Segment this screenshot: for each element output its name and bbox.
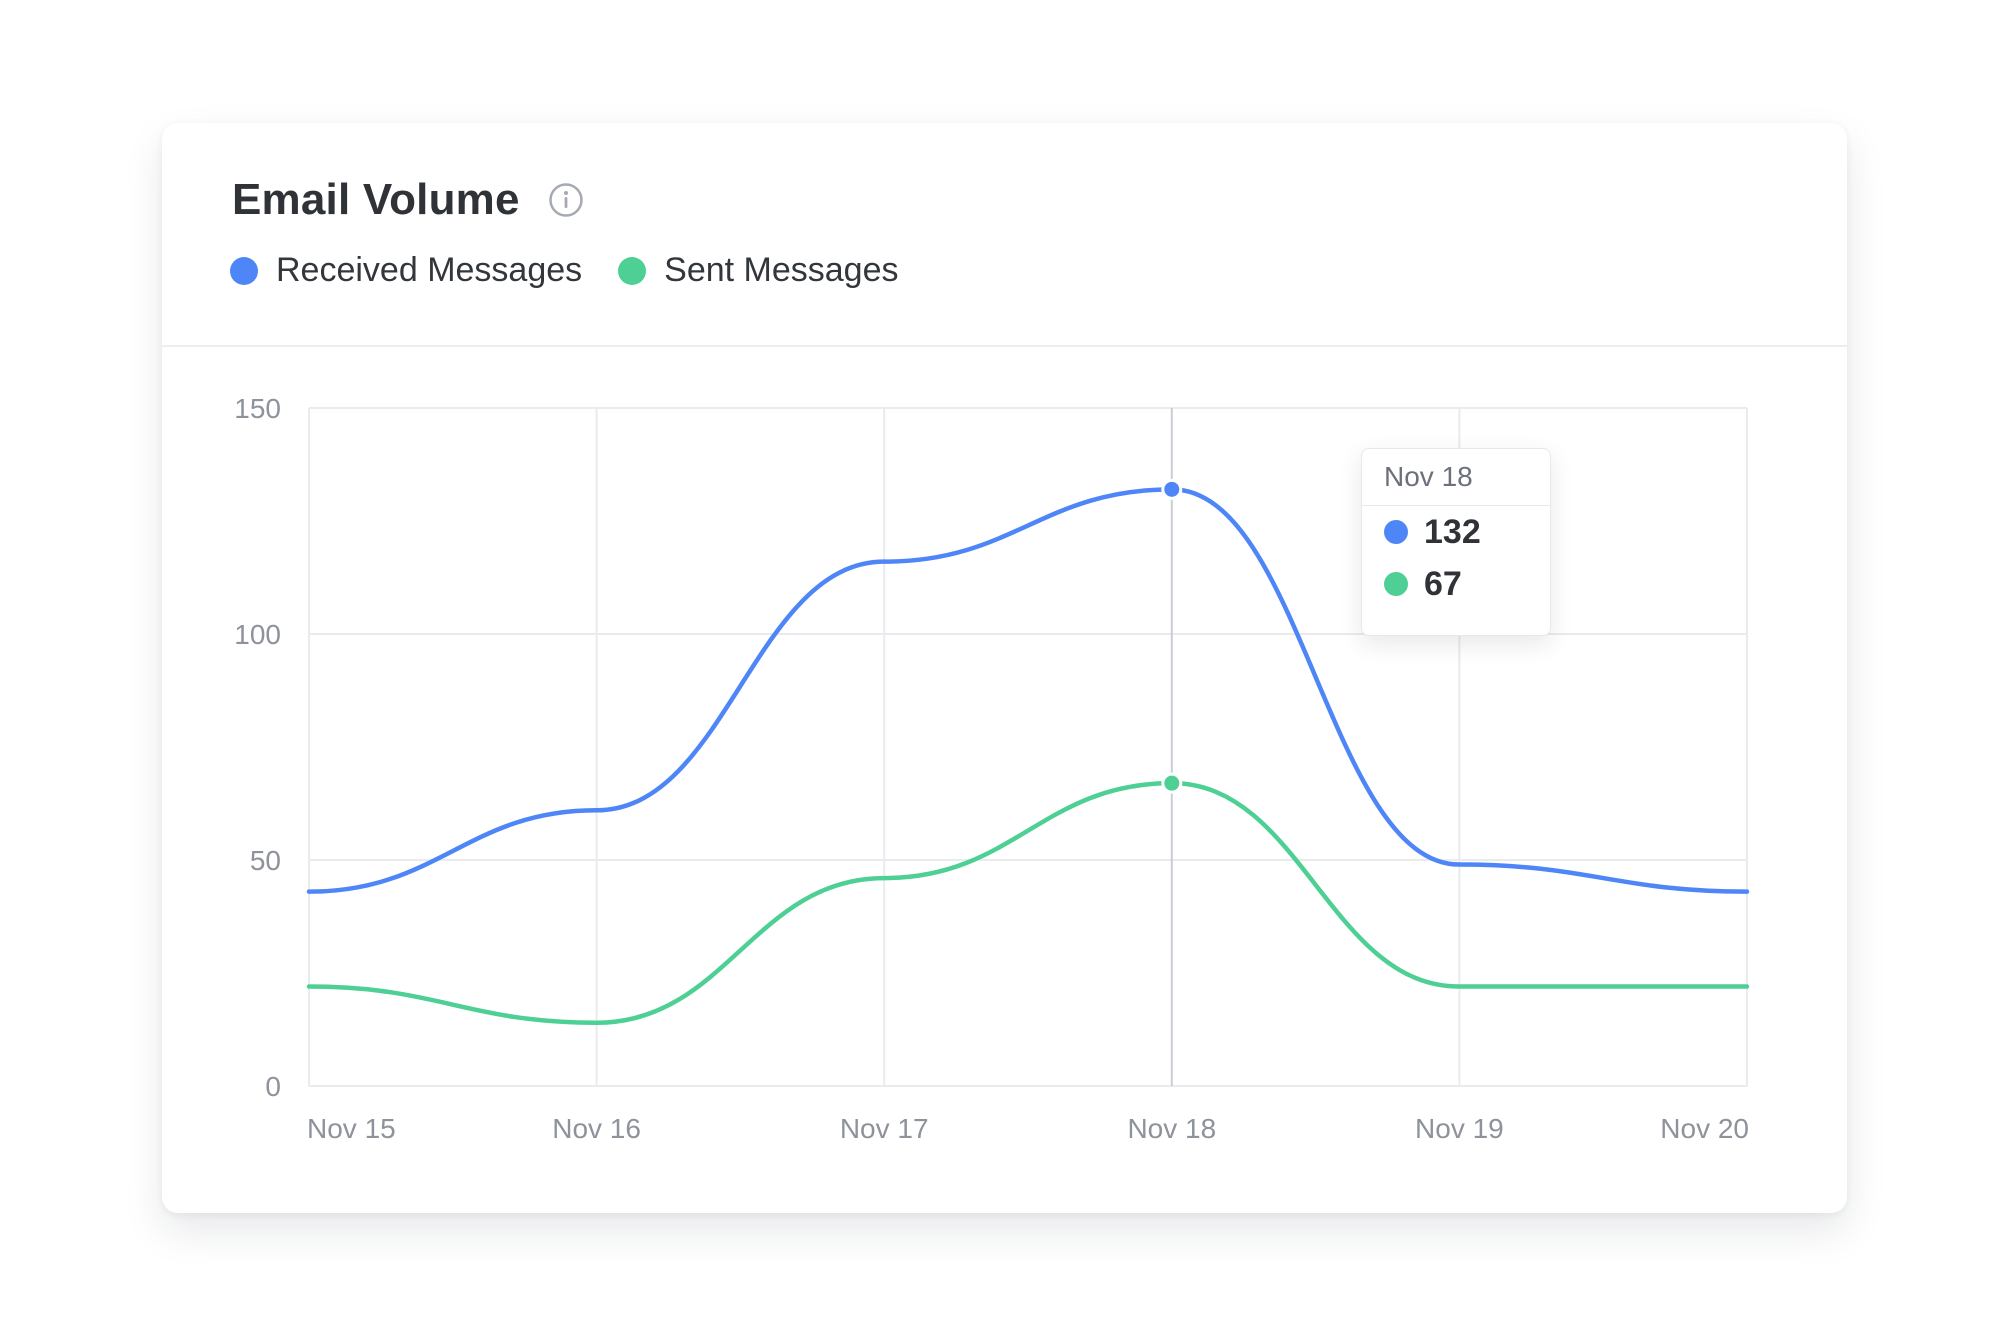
tooltip-dot-received xyxy=(1384,520,1408,544)
x-tick-label: Nov 16 xyxy=(552,1113,641,1144)
tooltip-row-sent: 67 xyxy=(1362,558,1550,610)
series-line-received xyxy=(306,487,1750,894)
highlight-point-received xyxy=(1161,478,1183,500)
legend-label-received: Received Messages xyxy=(276,251,583,289)
chart-legend: Received Messages Sent Messages xyxy=(230,251,935,290)
tooltip-value-received: 132 xyxy=(1424,512,1481,551)
y-tick-label: 100 xyxy=(234,619,281,650)
series-line-sent xyxy=(306,780,1750,1025)
x-tick-label: Nov 15 xyxy=(307,1113,396,1144)
y-tick-label: 50 xyxy=(250,845,281,876)
tooltip-value-sent: 67 xyxy=(1424,564,1462,603)
tooltip-date: Nov 18 xyxy=(1362,449,1550,506)
legend-label-sent: Sent Messages xyxy=(664,251,899,289)
legend-dot-received xyxy=(230,256,258,285)
y-tick-label: 150 xyxy=(234,393,281,424)
x-tick-label: Nov 20 xyxy=(1660,1113,1749,1144)
x-tick-label: Nov 19 xyxy=(1415,1113,1504,1144)
card-title: Email Volume xyxy=(232,175,520,224)
info-icon[interactable] xyxy=(548,182,584,218)
highlight-point-sent xyxy=(1161,772,1183,794)
legend-item-sent[interactable]: Sent Messages xyxy=(618,251,899,290)
tooltip-dot-sent xyxy=(1384,572,1408,596)
y-tick-label: 0 xyxy=(265,1071,281,1102)
tooltip-row-received: 132 xyxy=(1362,506,1550,558)
email-volume-card: Email Volume Received Messages Sent Mess… xyxy=(162,123,1847,1213)
legend-dot-sent xyxy=(618,256,647,285)
x-tick-label: Nov 17 xyxy=(840,1113,929,1144)
line-chart: 0 50 100 150 Nov 15 Nov 16 Nov 17 Nov 18 Nov 19 N… xyxy=(234,393,1750,1144)
card-header: Email Volume Received Messages Sent Mess… xyxy=(162,123,1847,347)
chart-tooltip: Nov 18 132 67 xyxy=(1361,448,1551,636)
legend-item-received[interactable]: Received Messages xyxy=(230,251,582,290)
x-tick-label: Nov 18 xyxy=(1127,1113,1216,1144)
title-row: Email Volume xyxy=(232,175,584,225)
